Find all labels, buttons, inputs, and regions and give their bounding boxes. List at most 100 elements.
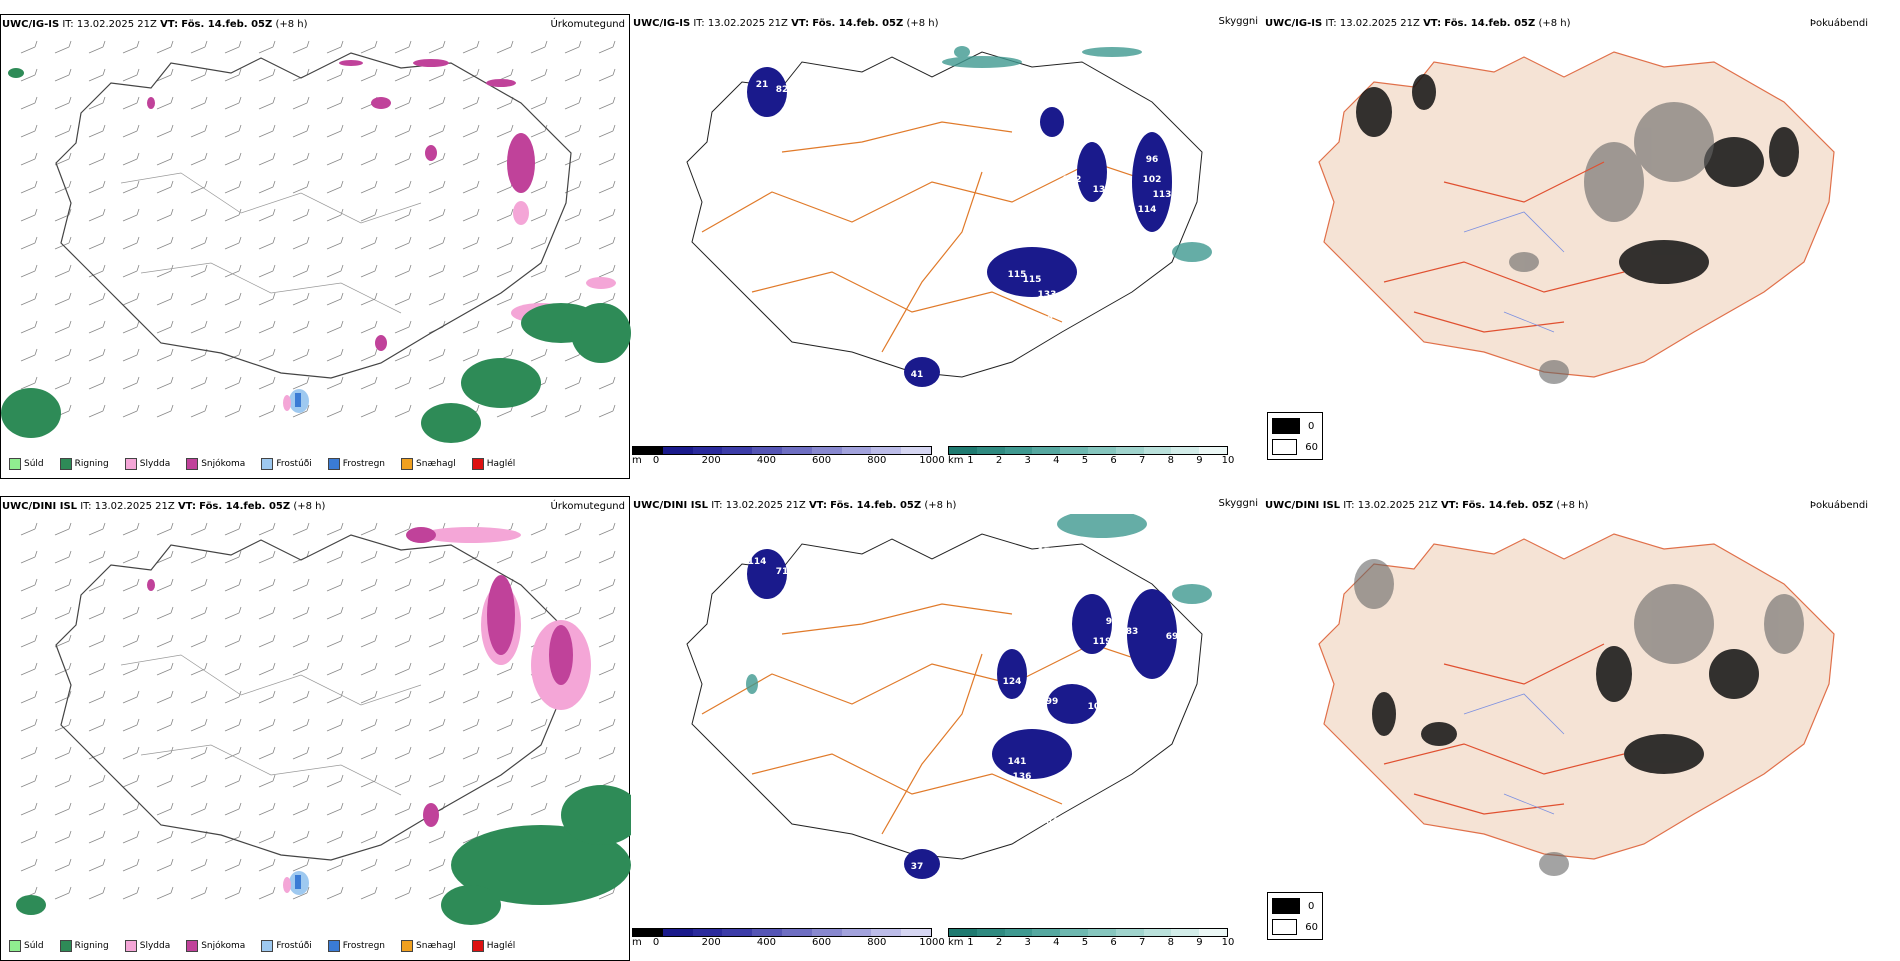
wind-barb: [224, 578, 242, 592]
wind-barb: [326, 236, 344, 250]
wind-barb: [462, 690, 480, 704]
wind-barb: [530, 208, 548, 222]
wind-barb: [190, 320, 208, 334]
wind-barb: [428, 376, 446, 390]
wind-barb: [54, 292, 72, 306]
wind-barb: [224, 802, 242, 816]
legend-label: Snæhagl: [416, 941, 456, 951]
wind-barb: [326, 634, 344, 648]
wind-barb: [20, 830, 38, 844]
precip-legend-row2: Súld Rigning Slydda Snjókoma Frostúði Fr…: [5, 938, 532, 954]
wind-barb: [258, 320, 276, 334]
wind-barb: [428, 690, 446, 704]
cloud-base-label: 82: [776, 85, 789, 95]
vt-label: VT:: [1440, 500, 1459, 511]
vt-label: VT:: [1423, 18, 1442, 29]
wind-barb: [224, 264, 242, 278]
visibility-unit: km: [948, 455, 964, 466]
wind-barb: [156, 802, 174, 816]
wind-barb: [258, 690, 276, 704]
wind-barb: [292, 180, 310, 194]
wind-barb: [394, 292, 412, 306]
wind-barb: [292, 634, 310, 648]
wind-barb: [54, 690, 72, 704]
valid-time: Fös. 14.feb. 05Z: [1444, 18, 1536, 29]
wind-barb: [88, 802, 106, 816]
wind-barb: [54, 718, 72, 732]
wind-barb: [496, 208, 514, 222]
wind-barb: [54, 180, 72, 194]
wind-barb: [122, 124, 140, 138]
wind-barb: [530, 404, 548, 418]
wind-barb: [224, 606, 242, 620]
wind-barb: [88, 348, 106, 362]
wind-barb: [190, 376, 208, 390]
fog-legend-row2: 0 60: [1267, 892, 1323, 940]
wind-barb: [20, 522, 38, 536]
cloud-base-label: 104: [1003, 225, 1022, 235]
wind-barb: [20, 550, 38, 564]
legend-item: Slydda: [124, 458, 170, 470]
wind-barb: [88, 404, 106, 418]
legend-swatch: [186, 458, 199, 470]
colorbar-segment: [1199, 447, 1227, 454]
colorbar-tick: 1000: [919, 455, 945, 466]
wind-barb: [54, 830, 72, 844]
lead-time: (+8 h): [906, 18, 939, 29]
wind-barb: [190, 124, 208, 138]
colorbar-segment: [662, 929, 693, 936]
wind-barb: [122, 320, 140, 334]
wind-barb: [88, 634, 106, 648]
wind-barb: [326, 690, 344, 704]
wind-barb: [326, 662, 344, 676]
wind-barb: [394, 96, 412, 110]
wind-barb: [292, 40, 310, 54]
wind-barb: [428, 292, 446, 306]
wind-barb: [292, 124, 310, 138]
wind-barb: [598, 264, 616, 278]
wind-barb: [598, 152, 616, 166]
wind-barb: [156, 236, 174, 250]
wind-barb: [292, 208, 310, 222]
wind-barb: [122, 690, 140, 704]
fog-legend-value: 60: [1305, 921, 1318, 933]
wind-barb: [20, 180, 38, 194]
wind-barb: [462, 606, 480, 620]
wind-barb: [360, 830, 378, 844]
colorbar-segment: [1032, 447, 1061, 454]
cloud-base-label: 83: [1126, 627, 1139, 637]
wind-barb: [88, 774, 106, 788]
legend-item: Frostregn: [327, 940, 385, 952]
legend-swatch: [261, 458, 274, 470]
vt-label: VT:: [791, 18, 810, 29]
wind-barb: [122, 606, 140, 620]
wind-barb: [122, 236, 140, 250]
wind-barb: [292, 886, 310, 900]
wind-barb: [428, 606, 446, 620]
wind-barb: [496, 40, 514, 54]
cloud-base-label: 71: [776, 567, 789, 577]
legend-label: Súld: [24, 459, 44, 469]
wind-barb: [122, 208, 140, 222]
wind-barb: [20, 746, 38, 760]
wind-barb: [326, 320, 344, 334]
wind-barb: [326, 376, 344, 390]
wind-barb: [88, 718, 106, 732]
cloud-panel-row2: UWC/DINI ISL IT: 13.02.2025 21Z VT: Fös.…: [632, 496, 1262, 961]
wind-barb: [292, 236, 310, 250]
fog-panel-row1: UWC/IG-IS IT: 13.02.2025 21Z VT: Fös. 14…: [1264, 14, 1900, 479]
wind-barb: [462, 718, 480, 732]
wind-barb: [360, 124, 378, 138]
wind-barb: [54, 40, 72, 54]
cloud-base-label: 124: [1003, 677, 1022, 687]
wind-barb: [394, 376, 412, 390]
wind-barb: [156, 606, 174, 620]
ceiling-unit: m: [632, 455, 642, 466]
legend-label: Frostúði: [276, 941, 312, 951]
wind-barb: [156, 522, 174, 536]
legend-label: Frostregn: [342, 459, 386, 469]
wind-barb: [190, 550, 208, 564]
colorbar-segment: [692, 447, 723, 454]
valid-time: Fös. 14.feb. 05Z: [199, 501, 291, 512]
wind-barb: [326, 550, 344, 564]
